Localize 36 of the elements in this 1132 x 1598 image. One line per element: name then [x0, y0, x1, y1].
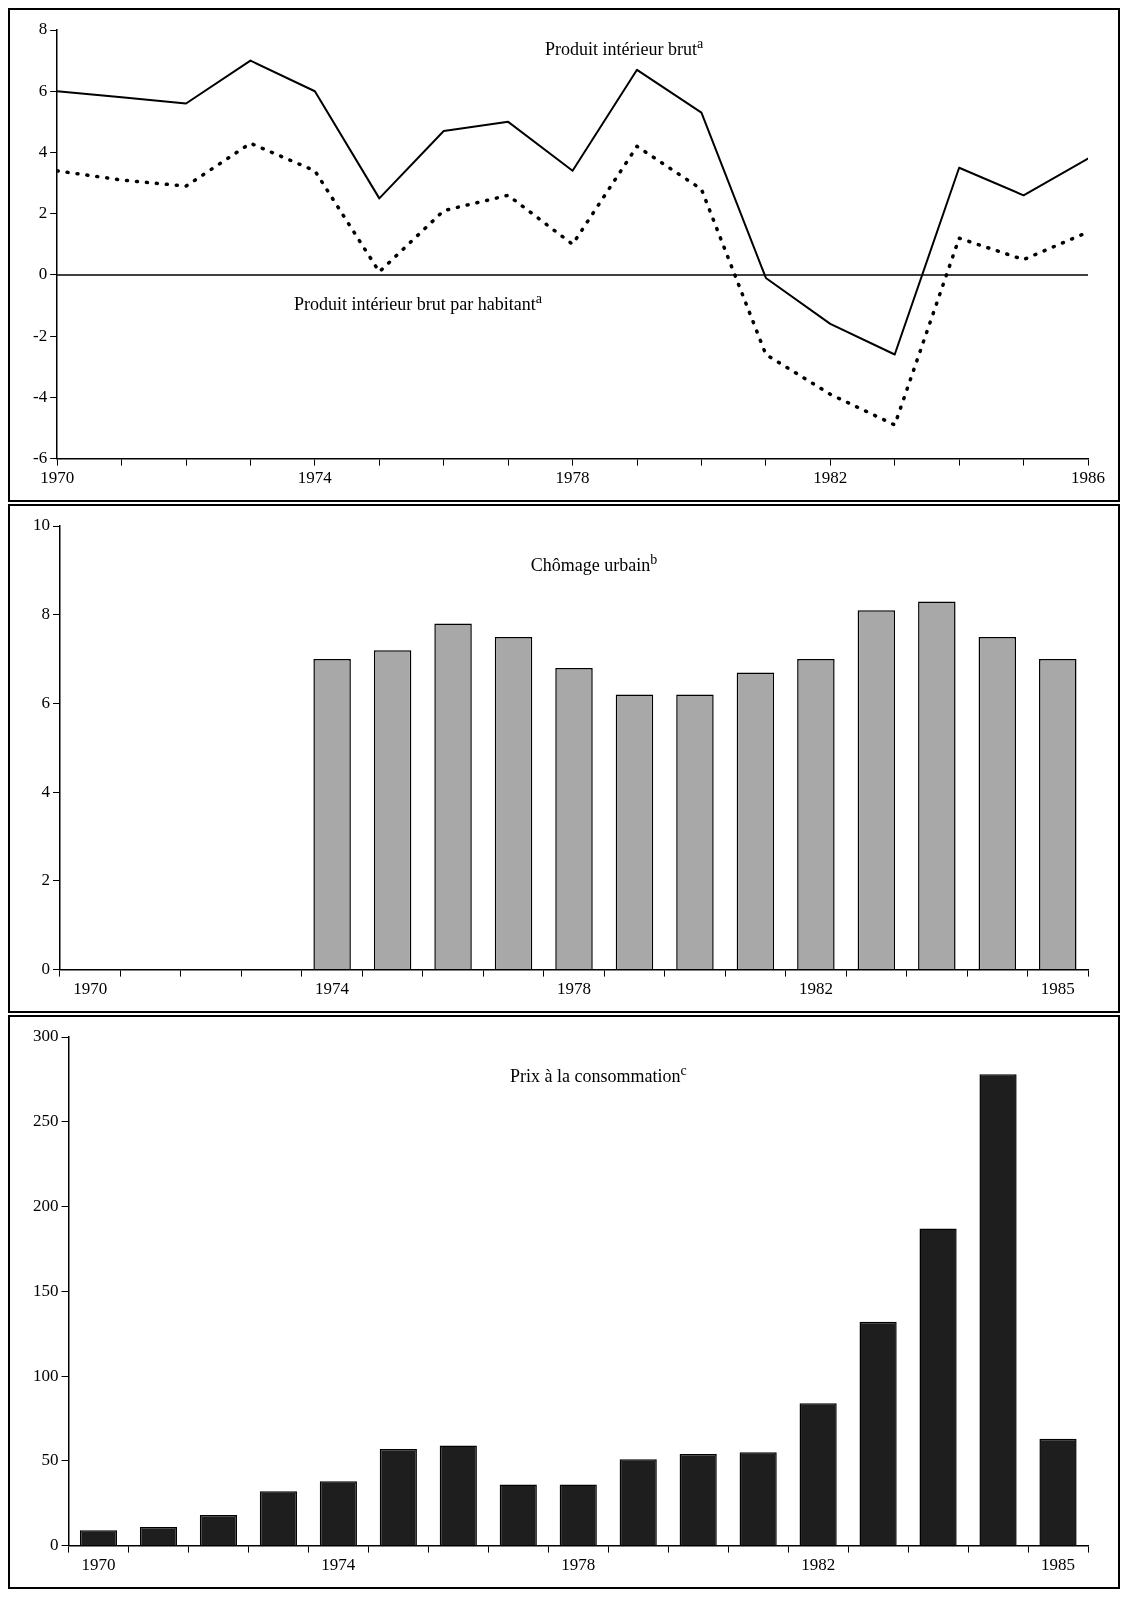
y-tick-label: 4: [41, 781, 51, 801]
x-tick-label: 1974: [315, 979, 350, 999]
y-tick-label: 50: [41, 1450, 59, 1470]
x-tick-label: 1978: [555, 468, 590, 488]
x-tick-label: 1970: [81, 1555, 116, 1575]
x-tick-label: 1974: [297, 468, 333, 488]
x-tick-label: 1978: [557, 979, 591, 999]
x-tick-label: 1974: [321, 1555, 356, 1575]
y-tick-label: 0: [38, 264, 48, 284]
y-tick-label: 4: [38, 141, 48, 161]
x-tick-label: 1982: [798, 979, 833, 999]
x-tick-label: 1970: [40, 468, 75, 488]
x-tick-label: 1970: [73, 979, 108, 999]
y-tick-label: 0: [41, 959, 50, 979]
x-tick-label: 1982: [801, 1555, 836, 1575]
y-tick-label: -4: [32, 386, 48, 406]
y-tick-label: 100: [33, 1365, 59, 1385]
y-tick-label: 150: [33, 1280, 59, 1300]
x-tick-label: 1978: [561, 1555, 596, 1575]
y-tick-label: 0: [50, 1535, 59, 1555]
y-tick-label: -2: [32, 325, 48, 345]
y-tick-label: -6: [32, 448, 48, 468]
y-tick-label: 2: [41, 870, 50, 890]
x-tick-label: 1986: [1071, 468, 1105, 488]
y-tick-label: 8: [38, 19, 48, 39]
y-tick-label: 200: [33, 1196, 59, 1215]
y-tick-label: 250: [33, 1111, 59, 1131]
y-tick-label: 8: [41, 604, 50, 624]
y-tick-label: 6: [41, 692, 50, 712]
x-tick-label: 1982: [813, 468, 848, 488]
x-tick-label: 1985: [1041, 1555, 1076, 1575]
y-tick-label: 300: [33, 1026, 59, 1046]
x-tick-label: 1985: [1040, 979, 1075, 999]
y-tick-label: 10: [33, 515, 50, 535]
y-tick-label: 2: [38, 203, 48, 223]
y-tick-label: 6: [38, 80, 48, 100]
